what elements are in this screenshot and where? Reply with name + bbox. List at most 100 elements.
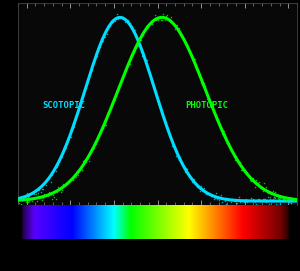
Point: [92, 59, 97, 64]
Point: [223, 132, 227, 136]
Point: [194, 182, 199, 186]
Point: [23, 194, 28, 198]
Point: [231, 199, 236, 204]
Point: [105, 32, 110, 37]
Point: [157, 103, 162, 107]
Point: [117, 83, 122, 87]
Point: [201, 186, 206, 191]
Point: [47, 176, 52, 180]
Point: [145, 58, 150, 62]
Point: [151, 18, 156, 22]
Point: [253, 185, 257, 189]
Point: [175, 23, 180, 27]
Point: [263, 188, 268, 192]
Point: [141, 33, 146, 37]
Point: [112, 18, 117, 23]
Point: [86, 154, 91, 158]
Point: [134, 46, 138, 50]
Point: [171, 23, 176, 27]
Point: [224, 201, 229, 206]
Point: [66, 138, 70, 142]
Point: [74, 113, 79, 117]
Point: [77, 101, 82, 105]
Point: [131, 51, 136, 56]
Point: [284, 198, 289, 203]
Point: [164, 14, 168, 18]
X-axis label: WAVELENGTH IN NANOMETERS: WAVELENGTH IN NANOMETERS: [99, 221, 216, 230]
Point: [117, 16, 122, 20]
Point: [51, 192, 56, 197]
Point: [58, 153, 63, 158]
Point: [68, 134, 73, 139]
Point: [188, 50, 192, 54]
Point: [248, 199, 252, 203]
Point: [53, 169, 58, 173]
Point: [261, 197, 266, 201]
Point: [67, 178, 72, 182]
Point: [55, 190, 59, 194]
Point: [24, 199, 29, 203]
Point: [143, 24, 148, 28]
Point: [121, 17, 126, 21]
Point: [71, 121, 76, 125]
Point: [259, 186, 264, 190]
Point: [20, 198, 24, 202]
Point: [58, 189, 63, 194]
Point: [140, 31, 145, 35]
Point: [22, 197, 27, 201]
Point: [56, 163, 61, 167]
Point: [82, 157, 87, 162]
Point: [152, 13, 157, 17]
Point: [157, 15, 162, 19]
Point: [214, 191, 218, 195]
Point: [82, 88, 87, 93]
Point: [37, 196, 42, 200]
Point: [208, 100, 212, 105]
Point: [178, 34, 183, 38]
Point: [59, 188, 64, 192]
Point: [280, 197, 285, 201]
Point: [238, 200, 242, 204]
Point: [28, 196, 33, 201]
Point: [204, 89, 208, 94]
Point: [165, 125, 170, 129]
Point: [63, 146, 68, 150]
Point: [38, 195, 43, 199]
Point: [169, 136, 173, 140]
Point: [220, 132, 225, 136]
Point: [167, 134, 172, 138]
Point: [93, 54, 98, 59]
Point: [150, 22, 154, 26]
Point: [106, 27, 111, 31]
Point: [248, 178, 252, 182]
Point: [200, 83, 205, 87]
Point: [26, 195, 30, 199]
Point: [81, 159, 85, 163]
Point: [212, 113, 217, 117]
Point: [27, 199, 32, 204]
Point: [235, 159, 240, 163]
Point: [160, 113, 165, 117]
Point: [32, 192, 37, 196]
Point: [94, 54, 99, 58]
Point: [42, 192, 47, 197]
Point: [164, 120, 168, 124]
Point: [113, 94, 118, 99]
Point: [67, 135, 72, 139]
Point: [41, 196, 46, 200]
Point: [47, 190, 52, 194]
Point: [220, 200, 225, 204]
Point: [142, 28, 147, 32]
Point: [98, 39, 103, 43]
Point: [64, 141, 69, 146]
Point: [281, 197, 286, 202]
Point: [33, 191, 38, 196]
Point: [115, 12, 119, 17]
Point: [254, 202, 259, 207]
Point: [265, 195, 270, 200]
Point: [132, 48, 137, 53]
Point: [107, 107, 112, 112]
Point: [63, 183, 68, 187]
Point: [123, 18, 128, 22]
Point: [90, 67, 94, 72]
